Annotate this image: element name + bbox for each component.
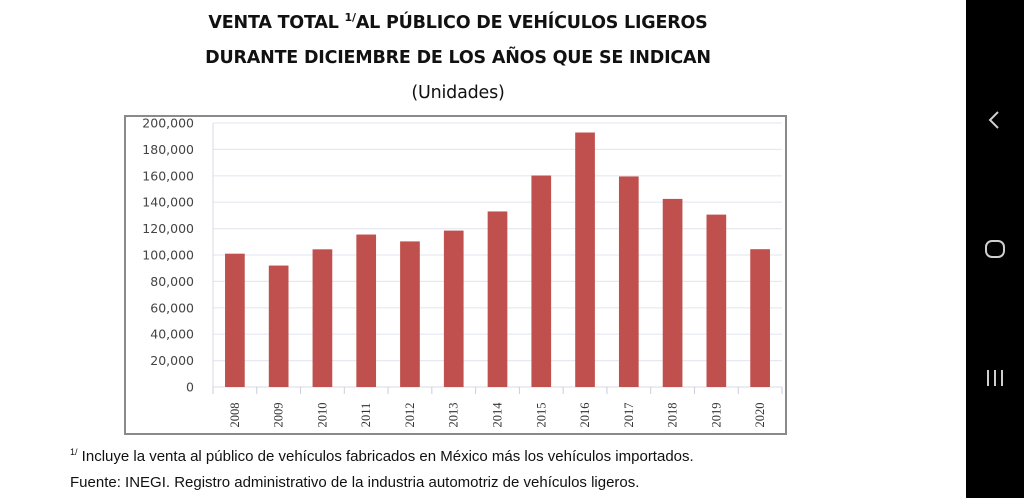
footnote-1: 1/ Incluye la venta al público de vehícu… [70,447,694,465]
x-tick-label: 2020 [753,403,767,428]
chart-subtitle: (Unidades) [411,83,505,103]
x-tick-label: 2012 [403,403,417,428]
bar-2011 [356,234,377,387]
title-footnote-marker: 1/ [344,11,356,24]
bar-2008 [225,253,245,387]
home-icon [985,240,1005,258]
recents-button[interactable] [966,358,1024,398]
x-tick-label: 2015 [534,403,548,428]
y-tick-label: 40,000 [150,327,194,342]
bar-2013 [443,230,464,387]
y-tick-label: 120,000 [142,221,194,236]
x-tick-label: 2013 [447,403,461,428]
x-tick-label: 2017 [622,403,636,428]
chart-title-line-2: DURANTE DICIEMBRE DE LOS AÑOS QUE SE IND… [205,48,711,68]
y-tick-label: 100,000 [142,248,194,263]
y-tick-label: 20,000 [150,353,194,368]
bar-2009 [268,265,289,387]
source-note: Fuente: INEGI. Registro administrativo d… [70,474,640,491]
title-text-cont: AL PÚBLICO DE VEHÍCULOS LIGEROS [355,13,708,33]
x-tick-label: 2010 [315,403,329,428]
bar-2010 [312,249,333,387]
bar-chart: 0 20,000 40,000 60,000 80,000 100,000 120,000 1… [142,116,783,428]
bar-2015 [531,175,552,387]
bar-2019 [706,214,727,387]
x-tick-label: 2019 [709,403,723,428]
bar-2016 [575,132,595,387]
bar-2012 [400,241,420,387]
x-tick-label: 2018 [666,403,680,428]
chart-title-line-1: VENTA TOTAL 1/AL PÚBLICO DE VEHÍCULOS LI… [0,11,916,33]
x-tick-label: 2009 [272,403,286,428]
y-tick-label: 160,000 [142,168,194,183]
y-tick-label: 200,000 [142,116,194,131]
y-tick-label: 140,000 [142,195,194,210]
y-tick-label: 180,000 [142,142,194,157]
recents-icon [987,370,1003,386]
back-button[interactable] [966,100,1024,140]
android-nav-bar [966,0,1024,498]
bar-2018 [662,198,683,387]
document-page: VENTA TOTAL 1/AL PÚBLICO DE VEHÍCULOS LI… [0,11,916,491]
x-tick-label: 2014 [491,402,505,428]
bar-2017 [618,176,639,387]
footnote-1-text: Incluye la venta al público de vehículos… [77,448,694,465]
back-icon [988,111,999,129]
y-tick-label: 80,000 [150,274,194,289]
bar-2014 [487,211,508,387]
x-tick-label: 2008 [228,403,242,428]
title-text: VENTA TOTAL [208,13,345,33]
x-tick-label: 2016 [578,403,592,428]
bar-2020 [750,249,770,387]
footnote-marker: 1/ [70,447,78,457]
x-tick-label: 2011 [359,403,373,428]
home-button[interactable] [966,229,1024,269]
y-tick-label: 60,000 [150,300,194,315]
y-tick-label: 0 [186,380,194,395]
